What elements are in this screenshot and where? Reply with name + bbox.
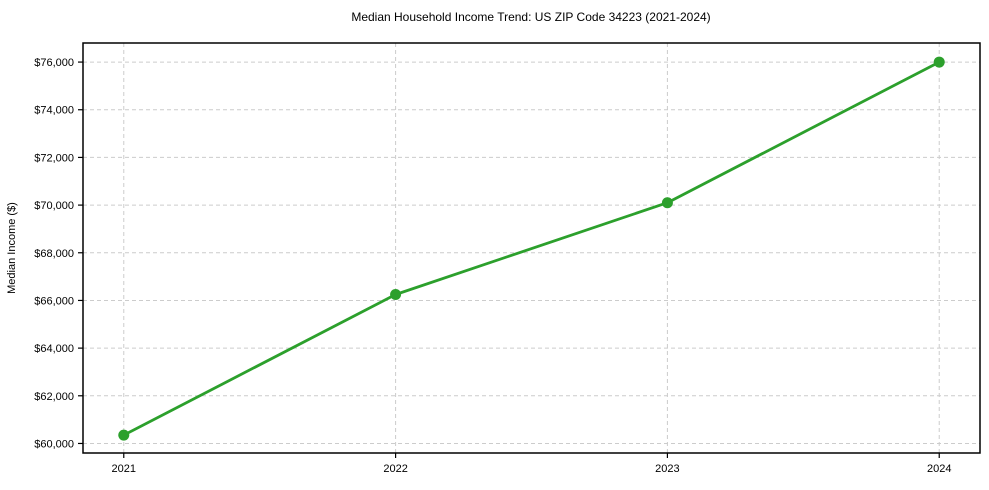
x-tick-label: 2021 <box>112 463 136 475</box>
chart-title: Median Household Income Trend: US ZIP Co… <box>351 10 710 24</box>
x-tick-label: 2023 <box>655 463 679 475</box>
y-tick-label: $72,000 <box>34 152 74 164</box>
y-tick-label: $62,000 <box>34 391 74 403</box>
y-tick-label: $64,000 <box>34 343 74 355</box>
y-axis-label: Median Income ($) <box>6 202 18 294</box>
x-tick-label: 2022 <box>383 463 407 475</box>
y-tick-label: $66,000 <box>34 295 74 307</box>
trend-line <box>122 60 941 437</box>
plot-border <box>82 42 981 454</box>
x-tick-label: 2024 <box>927 463 951 475</box>
data-point <box>118 429 130 441</box>
y-tick-label: $76,000 <box>34 57 74 69</box>
y-tick-label: $60,000 <box>34 438 74 450</box>
trend-line-series <box>118 56 945 441</box>
data-point <box>933 56 945 68</box>
axis-layer: $60,000 $62,000 $64,000 $66,000 $68,000 $70,0… <box>34 42 981 475</box>
data-point <box>390 288 402 300</box>
y-tick-label: $70,000 <box>34 200 74 212</box>
y-tick-label: $74,000 <box>34 105 74 117</box>
data-point <box>661 197 673 209</box>
y-tick-label: $68,000 <box>34 248 74 260</box>
